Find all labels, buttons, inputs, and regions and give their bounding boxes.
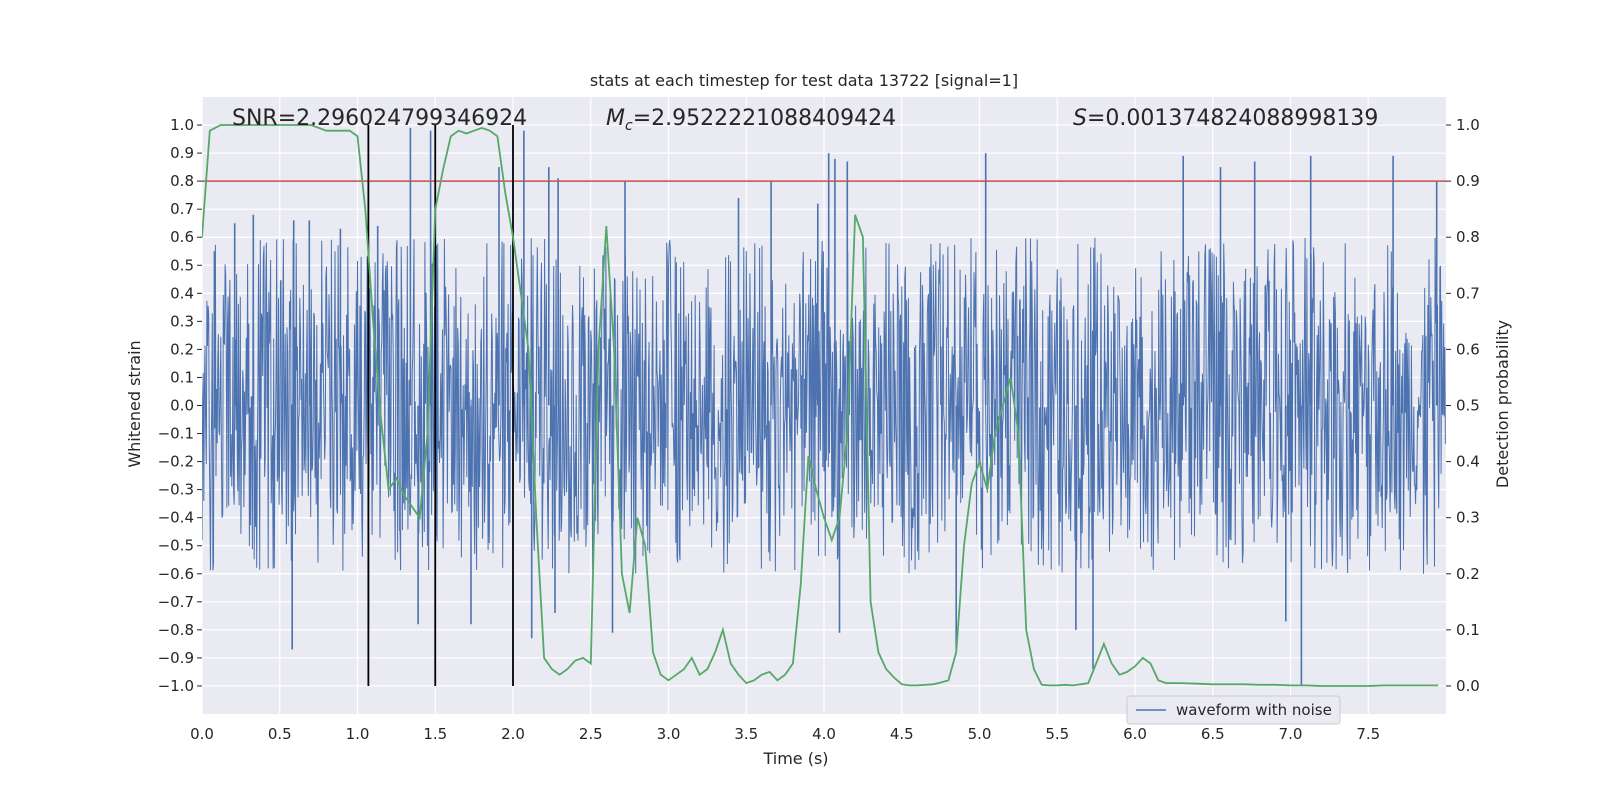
x-tick-label: 1.5 xyxy=(423,725,447,743)
s-annotation: S=0.001374824088998139 xyxy=(1073,106,1378,131)
x-tick-label: 2.0 xyxy=(501,725,525,743)
y-right-tick-label: 0.2 xyxy=(1456,565,1480,583)
y-right-tick-label: 0.0 xyxy=(1456,677,1480,695)
y-left-tick-label: 0.7 xyxy=(170,200,194,218)
x-tick-label: 3.5 xyxy=(734,725,758,743)
x-axis-label: Time (s) xyxy=(762,749,828,768)
y-left-tick-label: 0.6 xyxy=(170,228,194,246)
x-tick-label: 6.5 xyxy=(1201,725,1225,743)
x-tick-label: 7.5 xyxy=(1356,725,1380,743)
y-left-tick-label: −0.5 xyxy=(158,537,194,555)
snr-annotation: SNR=2.296024799346924 xyxy=(232,106,527,131)
x-tick-label: 0.0 xyxy=(190,725,214,743)
x-tick-label: 4.5 xyxy=(890,725,914,743)
y-left-tick-label: 0.3 xyxy=(170,312,194,330)
x-tick-label: 5.5 xyxy=(1045,725,1069,743)
chirp-mass-subscript: c xyxy=(625,118,633,134)
chirp-mass-symbol: M xyxy=(606,106,625,131)
y-right-tick-label: 0.9 xyxy=(1456,172,1480,190)
waveform-series-line xyxy=(202,237,1446,574)
y-right-axis-ticks: 0.0 0.1 0.2 0.3 0.4 0.5 0.6 0.7 0.8 0.9 1.0 xyxy=(1446,116,1480,695)
y-left-tick-label: −0.2 xyxy=(158,453,194,471)
y-left-tick-label: 0.1 xyxy=(170,368,194,386)
s-symbol: S xyxy=(1073,106,1087,131)
y-left-tick-label: −0.1 xyxy=(158,425,194,443)
x-tick-label: 3.0 xyxy=(657,725,681,743)
y-right-tick-label: 0.4 xyxy=(1456,453,1480,471)
legend-entry-waveform: waveform with noise xyxy=(1176,701,1332,719)
y-right-tick-label: 0.7 xyxy=(1456,284,1480,302)
y-left-tick-label: 0.0 xyxy=(170,397,194,415)
y-left-tick-label: −0.9 xyxy=(158,649,194,667)
legend: waveform with noise xyxy=(1126,695,1341,725)
x-tick-label: 6.0 xyxy=(1123,725,1147,743)
s-value: =0.001374824088998139 xyxy=(1087,106,1378,131)
y-left-tick-label: −0.4 xyxy=(158,509,194,527)
y-left-tick-label: −0.6 xyxy=(158,565,194,583)
y-right-tick-label: 0.3 xyxy=(1456,509,1480,527)
y-right-tick-label: 0.1 xyxy=(1456,621,1480,639)
x-tick-label: 5.0 xyxy=(968,725,992,743)
y-left-axis-label: Whitened strain xyxy=(125,340,144,467)
y-left-tick-label: −0.3 xyxy=(158,481,194,499)
y-left-tick-label: 1.0 xyxy=(170,116,194,134)
y-right-tick-label: 0.5 xyxy=(1456,397,1480,415)
y-right-tick-label: 0.6 xyxy=(1456,340,1480,358)
x-axis-ticks: 0.0 0.5 1.0 1.5 2.0 2.5 3.0 3.5 4.0 4.5 5.0 5.5 6.0 6… xyxy=(190,725,1380,743)
y-right-tick-label: 0.8 xyxy=(1456,228,1480,246)
y-left-tick-label: −1.0 xyxy=(158,677,194,695)
y-left-tick-label: 0.4 xyxy=(170,284,194,302)
detection-probability-line xyxy=(202,124,1439,687)
y-left-tick-label: 0.9 xyxy=(170,144,194,162)
chirp-mass-value: =2.9522221088409424 xyxy=(633,106,896,131)
y-left-axis-ticks: −1.0 −0.9 −0.8 −0.7 −0.6 −0.5 −0.4 −0.3 −0.2 −0.1… xyxy=(158,116,202,695)
y-left-tick-label: −0.8 xyxy=(158,621,194,639)
legend-box xyxy=(1126,695,1341,725)
x-tick-label: 1.0 xyxy=(346,725,370,743)
y-left-tick-label: 0.5 xyxy=(170,256,194,274)
y-left-tick-label: −0.7 xyxy=(158,593,194,611)
chirp-mass-annotation: Mc=2.9522221088409424 xyxy=(606,106,896,134)
x-tick-label: 4.0 xyxy=(812,725,836,743)
y-right-axis-label: Detection probability xyxy=(1493,320,1512,488)
x-tick-label: 0.5 xyxy=(268,725,292,743)
y-right-tick-label: 1.0 xyxy=(1456,116,1480,134)
y-left-tick-label: 0.8 xyxy=(170,172,194,190)
x-tick-label: 7.0 xyxy=(1279,725,1303,743)
y-left-tick-label: 0.2 xyxy=(170,340,194,358)
chart-title: stats at each timestep for test data 137… xyxy=(590,71,1018,90)
x-tick-label: 2.5 xyxy=(579,725,603,743)
